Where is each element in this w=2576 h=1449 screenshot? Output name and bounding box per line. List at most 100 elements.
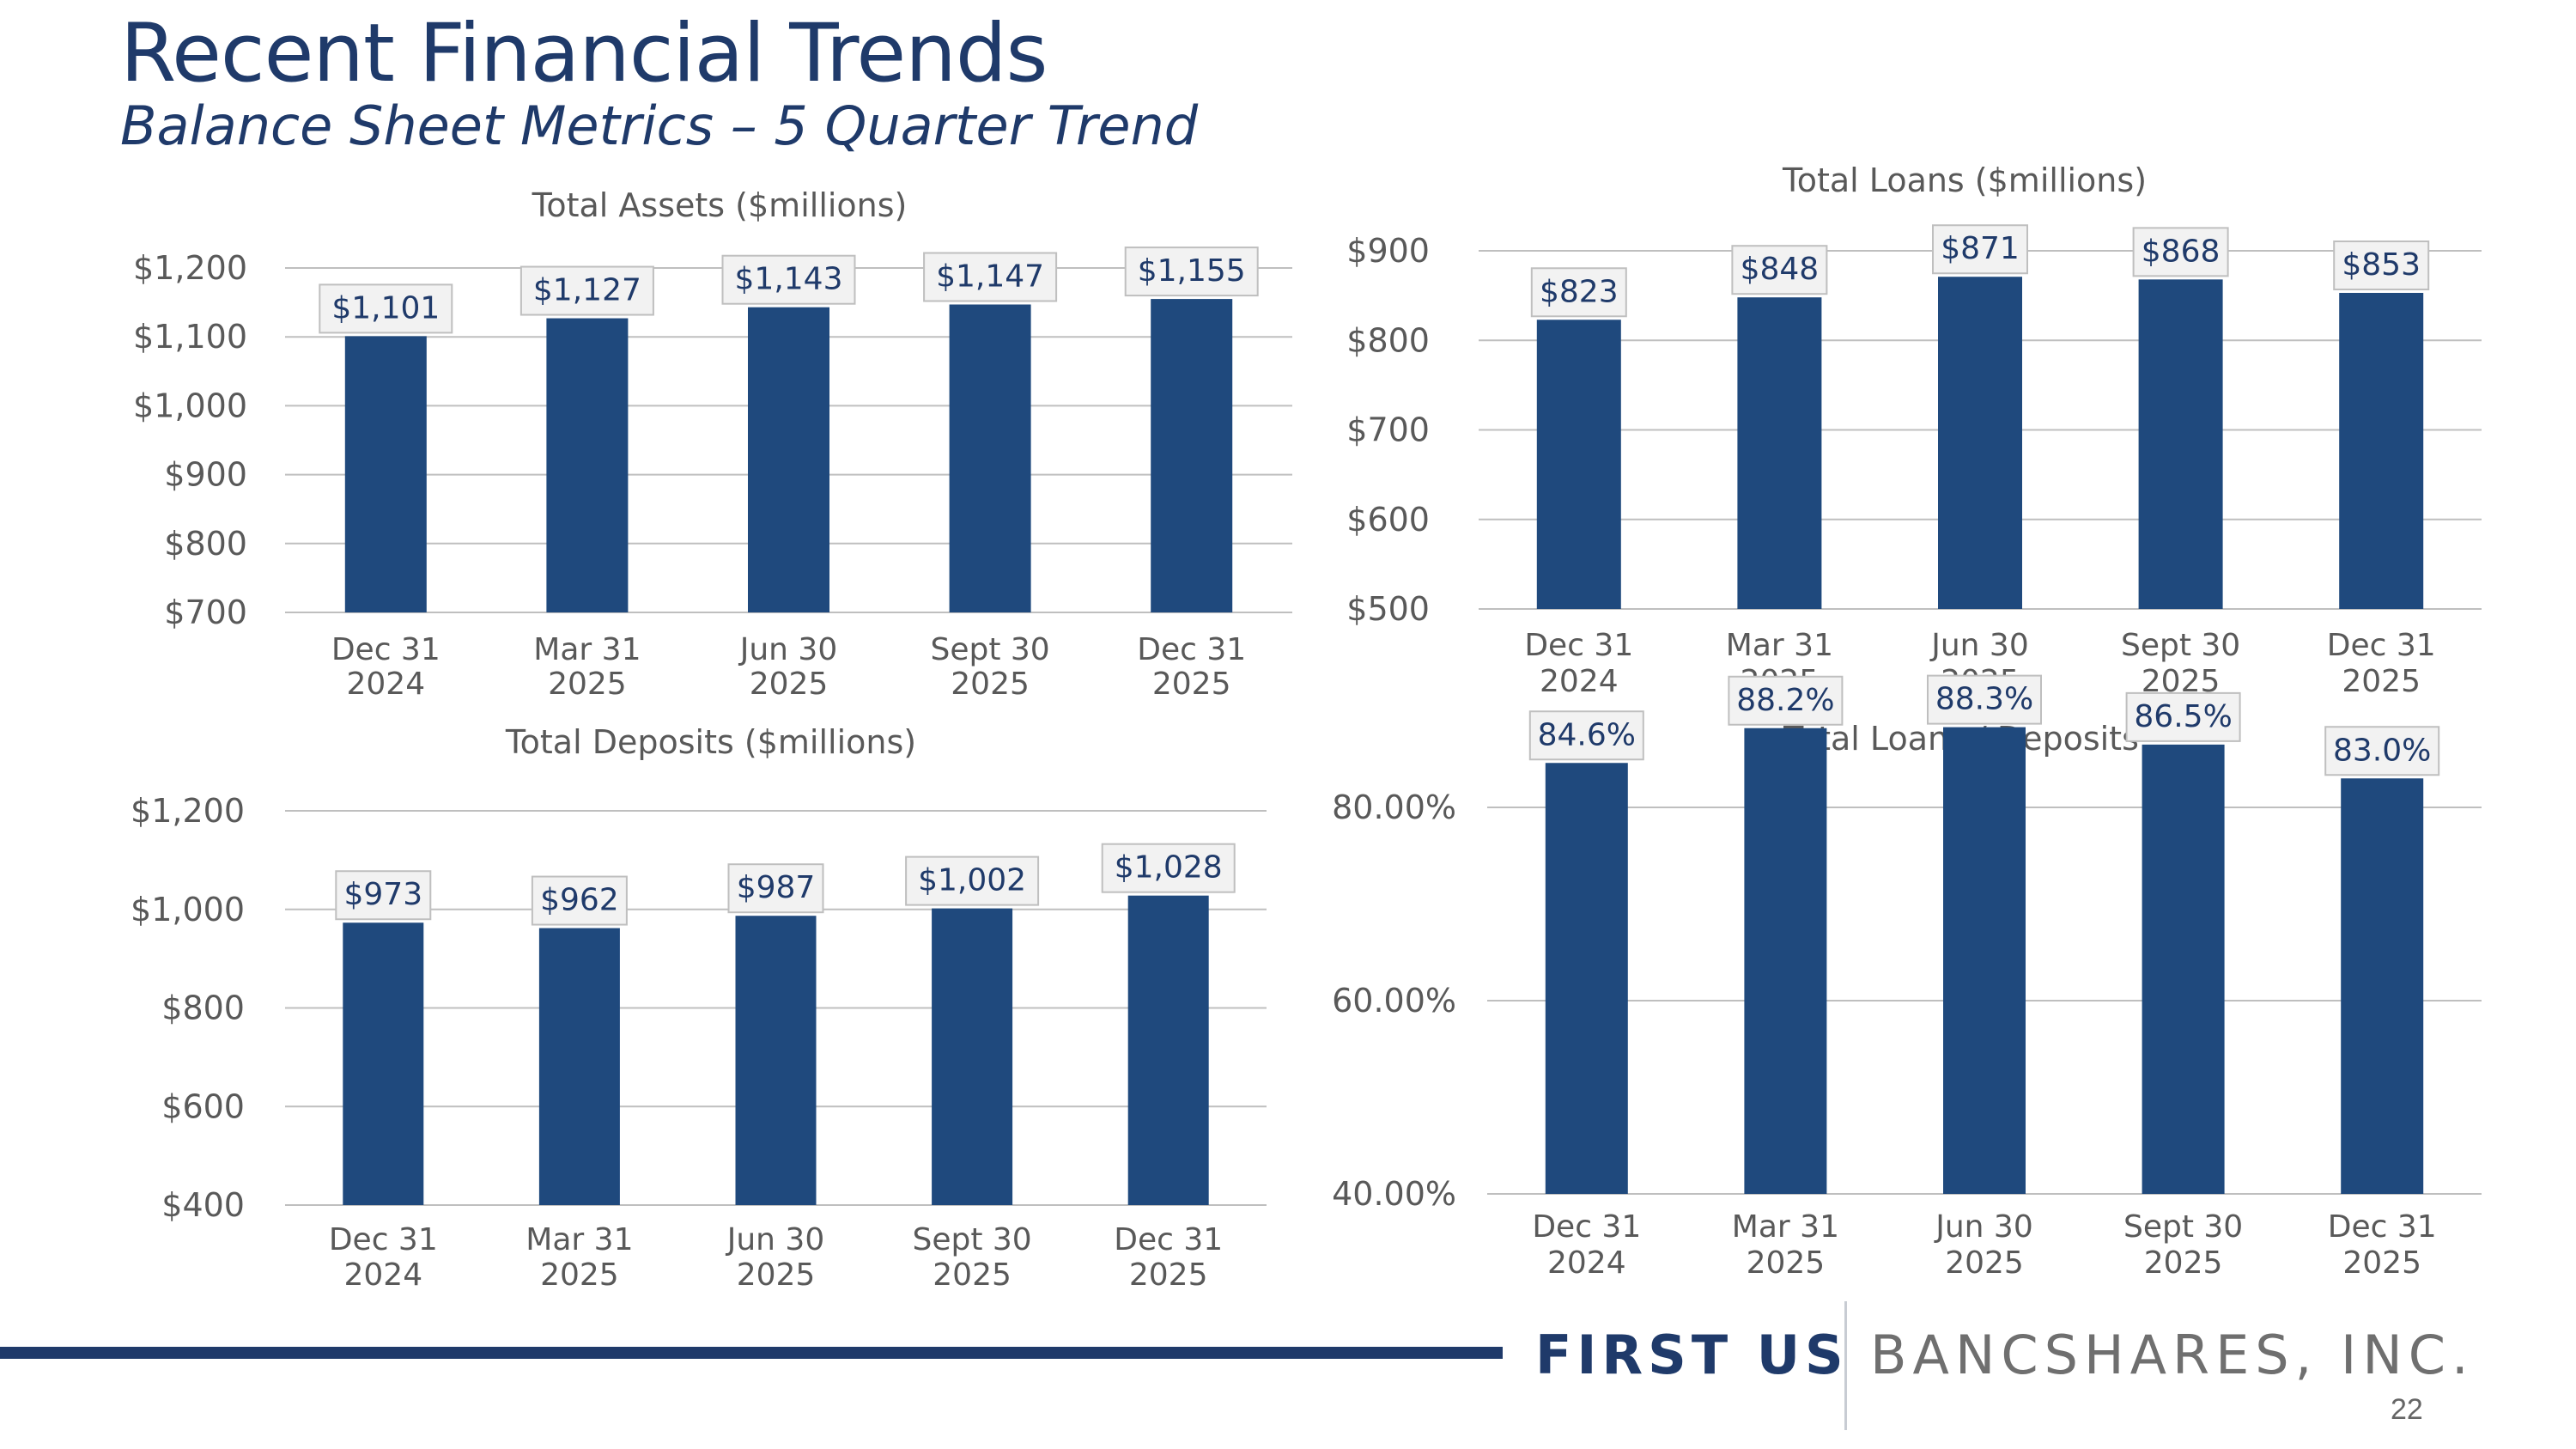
bar bbox=[2341, 778, 2424, 1194]
x-tick-label: 2024 bbox=[343, 1257, 422, 1293]
data-label-box bbox=[1528, 710, 1644, 761]
data-label: 88.2% bbox=[1736, 683, 1834, 718]
x-tick-label: Dec 31 bbox=[2328, 1209, 2437, 1245]
data-label-box bbox=[531, 875, 628, 926]
bar bbox=[2339, 292, 2424, 609]
data-label-box bbox=[2324, 726, 2440, 776]
y-tick-label: $400 bbox=[161, 1186, 245, 1224]
brand-name-bold: FIRST US bbox=[1535, 1324, 1849, 1386]
y-tick-label: $600 bbox=[1346, 501, 1430, 539]
data-label: $1,155 bbox=[1138, 253, 1246, 289]
data-label: 83.0% bbox=[2333, 733, 2431, 768]
x-tick-label: 2024 bbox=[346, 667, 425, 702]
y-tick-label: 40.00% bbox=[1332, 1175, 1456, 1213]
bar bbox=[546, 318, 629, 612]
x-tick-label: Dec 31 bbox=[1532, 1209, 1641, 1245]
y-tick-label: 80.00% bbox=[1332, 788, 1456, 826]
data-label-box bbox=[1101, 843, 1236, 893]
data-label-box bbox=[1124, 247, 1259, 297]
bar bbox=[949, 304, 1031, 612]
data-label-box bbox=[319, 283, 453, 334]
x-tick-label: 2025 bbox=[2144, 1245, 2223, 1281]
data-label: 86.5% bbox=[2134, 699, 2232, 734]
bar bbox=[1943, 727, 2026, 1194]
data-label-box bbox=[721, 254, 856, 305]
x-tick-label: 2025 bbox=[2342, 664, 2421, 699]
data-label: $962 bbox=[540, 883, 619, 918]
bar bbox=[932, 908, 1013, 1205]
data-label: $868 bbox=[2142, 234, 2221, 269]
data-label: 84.6% bbox=[1538, 717, 1636, 752]
y-tick-label: $1,100 bbox=[133, 318, 247, 356]
x-tick-label: Jun 30 bbox=[1934, 1209, 2033, 1245]
x-tick-label: 2025 bbox=[1129, 1257, 1208, 1293]
x-tick-label: 2025 bbox=[951, 667, 1030, 702]
bar bbox=[748, 307, 829, 612]
bar bbox=[1151, 299, 1233, 612]
data-label-box bbox=[2333, 240, 2430, 290]
brand-divider bbox=[1844, 1301, 1847, 1430]
data-label-box bbox=[1927, 674, 2042, 725]
x-tick-label: Sept 30 bbox=[2123, 1209, 2243, 1245]
data-label-box bbox=[1728, 675, 1844, 726]
x-tick-label: Dec 31 bbox=[2327, 628, 2436, 663]
x-tick-label: 2024 bbox=[1540, 664, 1619, 699]
x-tick-label: Mar 31 bbox=[526, 1222, 633, 1257]
data-label-box bbox=[519, 265, 654, 316]
x-tick-label: Sept 30 bbox=[912, 1222, 1031, 1257]
x-tick-label: 2025 bbox=[933, 1257, 1012, 1293]
bar bbox=[538, 928, 620, 1205]
x-tick-label: Jun 30 bbox=[726, 1222, 825, 1257]
y-tick-label: $900 bbox=[164, 456, 247, 494]
x-tick-label: 2025 bbox=[548, 667, 627, 702]
x-tick-label: 2025 bbox=[1152, 667, 1231, 702]
chart-title: Total Assets ($millions) bbox=[532, 186, 908, 224]
x-tick-label: Jun 30 bbox=[738, 632, 838, 667]
x-tick-label: Jun 30 bbox=[1929, 628, 2029, 663]
data-label: $848 bbox=[1741, 252, 1820, 287]
x-tick-label: Sept 30 bbox=[2121, 628, 2240, 663]
data-label: $1,101 bbox=[331, 290, 440, 326]
x-tick-label: 2025 bbox=[2342, 1245, 2421, 1281]
chart-title: Total Deposits ($millions) bbox=[505, 723, 916, 761]
x-tick-label: Dec 31 bbox=[329, 1222, 438, 1257]
data-label: $871 bbox=[1941, 231, 2020, 266]
bar bbox=[343, 922, 424, 1205]
data-label: $973 bbox=[343, 877, 422, 912]
x-tick-label: 2025 bbox=[737, 1257, 816, 1293]
bar bbox=[1737, 297, 1822, 609]
y-tick-label: $1,200 bbox=[133, 249, 247, 287]
data-label-box bbox=[2125, 691, 2241, 742]
y-tick-label: $1,000 bbox=[131, 891, 245, 928]
y-tick-label: $700 bbox=[164, 594, 247, 631]
x-tick-label: Dec 31 bbox=[331, 632, 440, 667]
bar bbox=[1536, 320, 1621, 609]
data-label-box bbox=[335, 870, 432, 921]
data-label-box bbox=[1932, 224, 2028, 275]
chart-title: Total Loans ($millions) bbox=[1782, 161, 2147, 199]
x-tick-label: Mar 31 bbox=[533, 632, 641, 667]
y-tick-label: $800 bbox=[161, 989, 245, 1027]
x-tick-label: 2024 bbox=[1547, 1245, 1626, 1281]
page-title: Recent Financial Trends bbox=[120, 7, 1048, 100]
bar bbox=[1545, 763, 1628, 1194]
x-tick-label: 2025 bbox=[750, 667, 829, 702]
x-tick-label: Dec 31 bbox=[1524, 628, 1633, 663]
bar bbox=[2138, 279, 2223, 609]
bar bbox=[1744, 728, 1827, 1194]
y-tick-label: $600 bbox=[161, 1087, 245, 1125]
x-tick-label: 2025 bbox=[1945, 1245, 2024, 1281]
x-tick-label: 2025 bbox=[540, 1257, 619, 1293]
data-label-box bbox=[1530, 267, 1627, 318]
data-label: $987 bbox=[737, 870, 816, 905]
data-label-box bbox=[1731, 245, 1828, 295]
page-subtitle: Balance Sheet Metrics – 5 Quarter Trend bbox=[120, 94, 1199, 157]
x-tick-label: Dec 31 bbox=[1114, 1222, 1223, 1257]
page-number: 22 bbox=[2391, 1393, 2423, 1426]
y-tick-label: $800 bbox=[1346, 321, 1430, 359]
data-label: $1,002 bbox=[918, 863, 1026, 898]
data-label: 88.3% bbox=[1935, 682, 2033, 717]
